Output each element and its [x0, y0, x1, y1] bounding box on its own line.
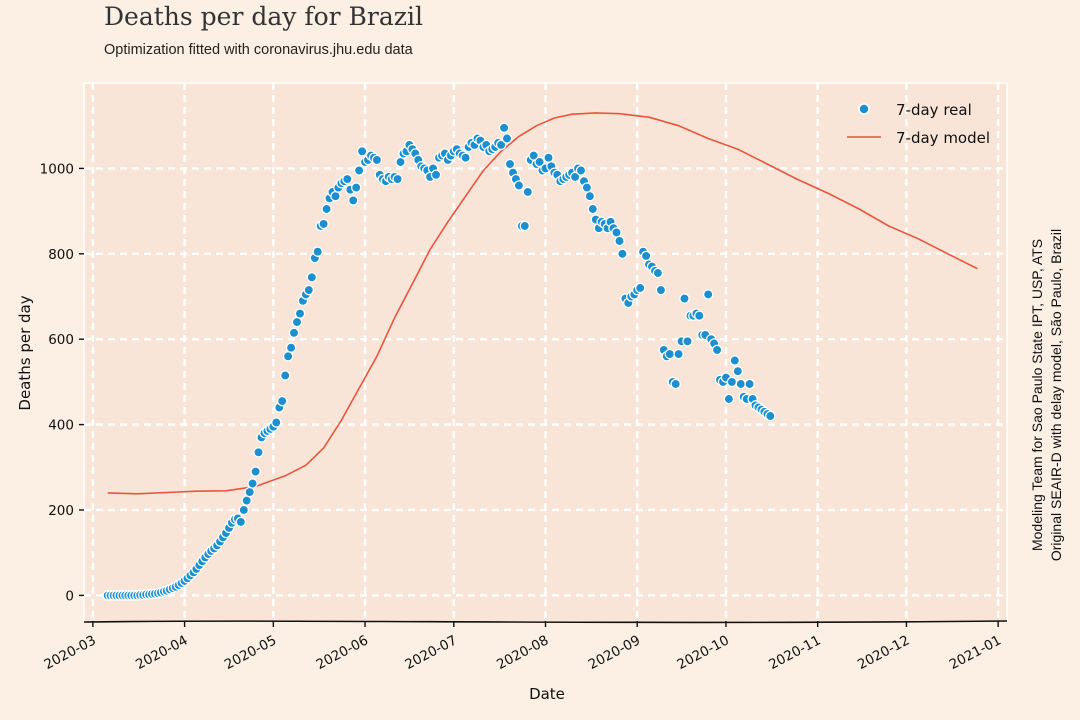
real-point — [395, 156, 406, 168]
real-point — [611, 227, 622, 238]
real-point — [679, 293, 690, 304]
real-point — [513, 180, 525, 191]
real-point — [306, 272, 318, 283]
real-point — [694, 310, 705, 321]
real-point — [744, 378, 755, 390]
real-point — [765, 410, 776, 422]
real-point — [356, 146, 368, 157]
real-point — [285, 342, 297, 353]
real-point — [353, 165, 365, 176]
real-point — [504, 158, 516, 170]
real-point — [371, 154, 383, 166]
real-point — [430, 169, 442, 181]
real-point — [581, 182, 593, 193]
real-point — [318, 218, 329, 230]
real-point — [330, 190, 341, 202]
chart-title: Deaths per day for Brazil — [104, 2, 423, 31]
real-point — [664, 348, 676, 360]
x-tick-label: 2020-06 — [314, 632, 371, 673]
y-tick-label: 0 — [65, 588, 74, 604]
real-point — [276, 395, 288, 407]
real-point — [655, 284, 667, 296]
x-axis-label: Date — [529, 685, 565, 703]
real-point — [501, 133, 513, 144]
real-point — [723, 393, 735, 405]
real-point — [291, 316, 303, 328]
y-axis-label: Deaths per day — [16, 295, 34, 410]
legend: 7-day real 7-day model — [847, 101, 990, 147]
real-point — [303, 284, 315, 296]
x-tick-label: 2020-03 — [41, 632, 98, 673]
real-point — [235, 516, 247, 528]
real-point — [584, 190, 596, 202]
real-point — [652, 267, 664, 279]
real-point — [711, 344, 723, 356]
real-point — [519, 220, 531, 232]
real-point — [271, 417, 282, 428]
real-point — [253, 447, 264, 458]
real-point — [673, 348, 684, 360]
y-tick-label: 400 — [48, 418, 74, 434]
model-line — [107, 112, 978, 495]
legend-model-label: 7-day model — [896, 129, 990, 147]
legend-real-marker — [858, 103, 870, 115]
x-tick-label: 2020-04 — [133, 632, 190, 673]
credit-line-2: Original SEAIR-D with delay model, São P… — [1048, 229, 1064, 561]
real-point — [350, 182, 362, 193]
real-point — [575, 165, 587, 176]
x-tick-label: 2020-11 — [766, 632, 823, 673]
real-point — [634, 282, 646, 294]
x-tick-label: 2020-08 — [494, 632, 551, 673]
real-point — [342, 173, 353, 185]
real-point — [392, 173, 403, 185]
real-point — [279, 370, 291, 381]
real-series — [102, 122, 776, 601]
credit-line-1: Modeling Team for Sao Paulo State IPT, U… — [1029, 239, 1045, 551]
real-point — [321, 203, 332, 215]
real-point — [735, 378, 747, 390]
y-tick-label: 1000 — [40, 161, 74, 177]
real-point — [282, 351, 294, 362]
y-tick-label: 200 — [48, 503, 74, 519]
y-tick-label: 800 — [48, 247, 74, 263]
real-point — [729, 355, 741, 366]
real-point — [238, 504, 250, 516]
real-point — [640, 250, 652, 262]
real-point — [247, 478, 258, 489]
x-tick-label: 2020-12 — [855, 632, 912, 673]
real-point — [522, 186, 534, 198]
y-tick-label: 600 — [48, 332, 74, 348]
real-point — [732, 365, 744, 377]
chart-subtitle: Optimization fitted with coronavirus.jhu… — [104, 42, 413, 58]
real-point — [587, 203, 599, 215]
real-point — [617, 248, 628, 260]
x-tick-label: 2020-07 — [402, 632, 459, 673]
real-point — [614, 235, 625, 247]
real-point — [670, 378, 681, 390]
real-point — [726, 376, 738, 388]
x-tick-label: 2020-05 — [222, 632, 279, 673]
real-point — [495, 139, 507, 151]
real-point — [682, 336, 693, 347]
real-point — [250, 466, 261, 477]
real-point — [347, 195, 359, 206]
legend-real-label: 7-day real — [896, 101, 972, 119]
x-tick-label: 2021-01 — [947, 632, 1004, 673]
real-point — [312, 246, 323, 257]
real-point — [294, 308, 306, 319]
x-tick-label: 2020-10 — [675, 632, 732, 673]
real-point — [498, 122, 510, 134]
x-axis-line — [83, 620, 1008, 624]
real-point — [460, 152, 471, 163]
x-tick-label: 2020-09 — [586, 632, 643, 673]
model-series — [107, 112, 978, 495]
real-point — [702, 289, 714, 300]
real-point — [288, 327, 300, 339]
real-point — [241, 495, 252, 506]
real-point — [244, 486, 255, 498]
real-point — [543, 152, 554, 163]
